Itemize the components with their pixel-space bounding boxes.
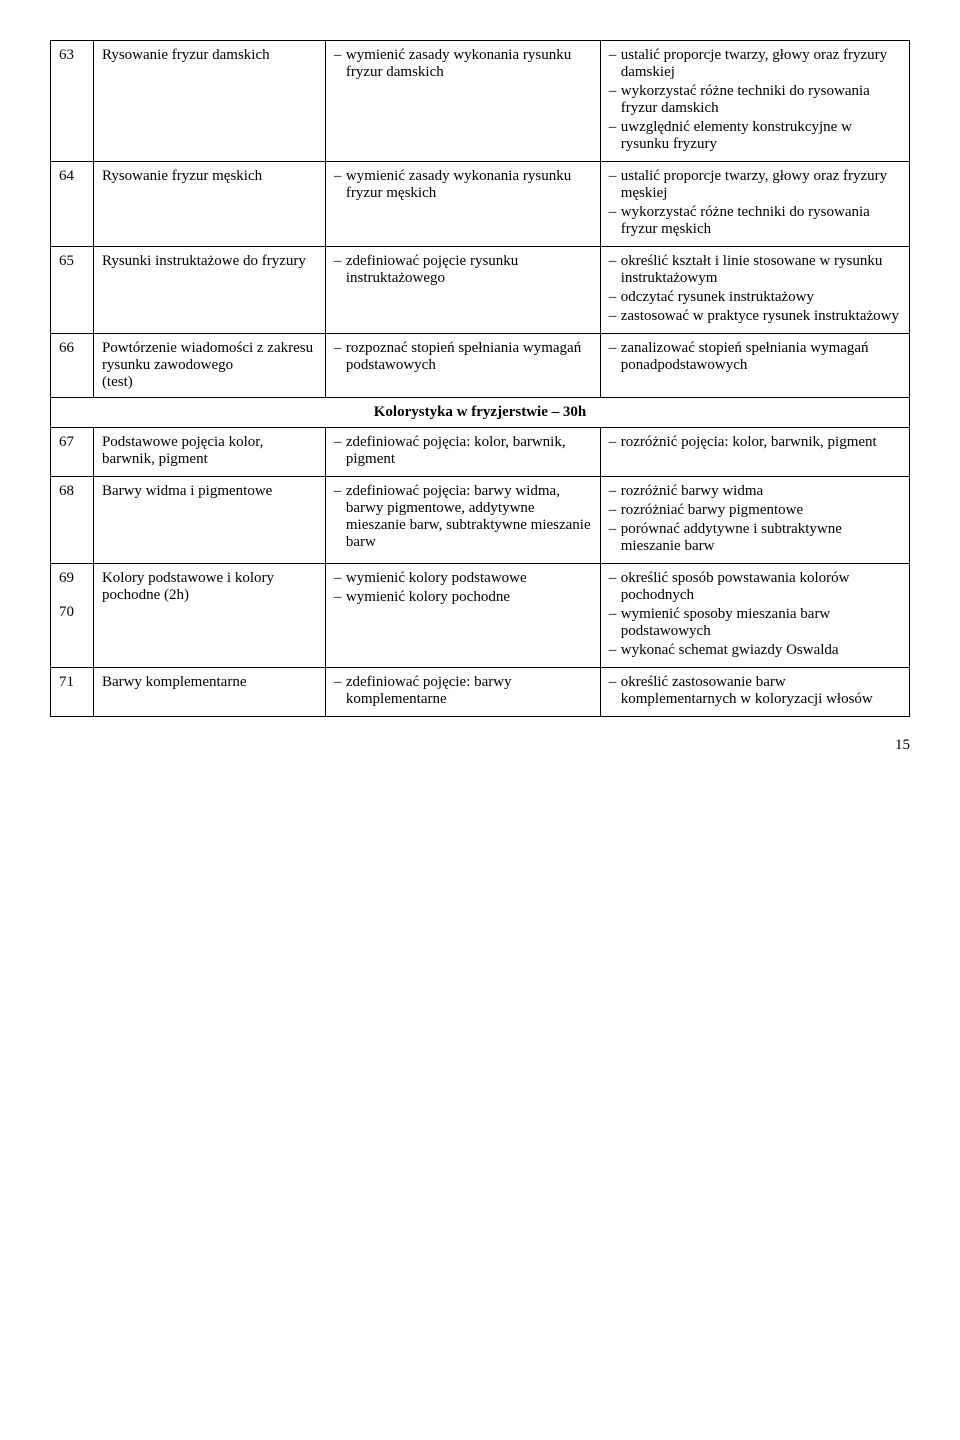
table-row: 66Powtórzenie wiadomości z zakresu rysun… [51, 334, 910, 398]
list-item: wymienić sposoby mieszania barw podstawo… [609, 606, 901, 640]
list-item: zdefiniować pojęcie rysunku instruktażow… [334, 253, 592, 287]
list-item: określić kształt i linie stosowane w rys… [609, 253, 901, 287]
list-item: rozróżniać barwy pigmentowe [609, 502, 901, 519]
row-col-extended: ustalić proporcje twarzy, głowy oraz fry… [600, 41, 909, 162]
row-col-basic: zdefiniować pojęcia: kolor, barwnik, pig… [325, 428, 600, 477]
page-number: 15 [50, 737, 910, 754]
row-col-extended: rozróżnić pojęcia: kolor, barwnik, pigme… [600, 428, 909, 477]
row-number: 71 [51, 668, 94, 717]
list-item: wykonać schemat gwiazdy Oswalda [609, 642, 901, 659]
table-row: 71Barwy komplementarne zdefiniować pojęci… [51, 668, 910, 717]
row-topic: Powtórzenie wiadomości z zakresu rysunku… [93, 334, 325, 398]
list-item: rozróżnić barwy widma [609, 483, 901, 500]
table-row: 64Rysowanie fryzur męskich wymienić zasad… [51, 162, 910, 247]
row-col-basic: wymienić kolory podstawowe wymienić kolor… [325, 564, 600, 668]
list-item: zanalizować stopień spełniania wymagań p… [609, 340, 901, 374]
list-item: wymienić kolory podstawowe [334, 570, 592, 587]
list-item: zdefiniować pojęcia: barwy widma, barwy … [334, 483, 592, 551]
list-item: uwzględnić elementy konstrukcyjne w rysu… [609, 119, 901, 153]
row-number: 65 [51, 247, 94, 334]
row-col-extended: określić zastosowanie barw komplementarn… [600, 668, 909, 717]
row-col-extended: zanalizować stopień spełniania wymagań p… [600, 334, 909, 398]
row-topic: Barwy komplementarne [93, 668, 325, 717]
list-item: porównać addytywne i subtraktywne miesza… [609, 521, 901, 555]
section-header: Kolorystyka w fryzjerstwie – 30h [51, 398, 910, 428]
list-item: ustalić proporcje twarzy, głowy oraz fry… [609, 47, 901, 81]
list-item: wymienić kolory pochodne [334, 589, 592, 606]
row-topic: Barwy widma i pigmentowe [93, 477, 325, 564]
list-item: określić sposób powstawania kolorów poch… [609, 570, 901, 604]
row-topic: Rysowanie fryzur damskich [93, 41, 325, 162]
row-number: 67 [51, 428, 94, 477]
table-row: 6970Kolory podstawowe i kolory pochodne … [51, 564, 910, 668]
list-item: określić zastosowanie barw komplementarn… [609, 674, 901, 708]
table-row: 68Barwy widma i pigmentowezdefiniować po… [51, 477, 910, 564]
row-col-extended: określić kształt i linie stosowane w rys… [600, 247, 909, 334]
list-item: zastosować w praktyce rysunek instruktaż… [609, 308, 901, 325]
row-number: 6970 [51, 564, 94, 668]
list-item: odczytać rysunek instruktażowy [609, 289, 901, 306]
list-item: wymienić zasady wykonania rysunku fryzur… [334, 168, 592, 202]
section-header-row: Kolorystyka w fryzjerstwie – 30h [51, 398, 910, 428]
row-col-basic: rozpoznać stopień spełniania wymagań pod… [325, 334, 600, 398]
list-item: wykorzystać różne techniki do rysowania … [609, 83, 901, 117]
list-item: rozpoznać stopień spełniania wymagań pod… [334, 340, 592, 374]
row-number: 63 [51, 41, 94, 162]
row-topic: Rysowanie fryzur męskich [93, 162, 325, 247]
row-col-basic: zdefiniować pojęcie rysunku instruktażow… [325, 247, 600, 334]
row-col-basic: zdefiniować pojęcia: barwy widma, barwy … [325, 477, 600, 564]
list-item: ustalić proporcje twarzy, głowy oraz fry… [609, 168, 901, 202]
row-number: 68 [51, 477, 94, 564]
list-item: zdefiniować pojęcia: kolor, barwnik, pig… [334, 434, 592, 468]
row-topic: Rysunki instruktażowe do fryzury [93, 247, 325, 334]
table-row: 67Podstawowe pojęcia kolor, barwnik, pig… [51, 428, 910, 477]
row-col-extended: określić sposób powstawania kolorów poch… [600, 564, 909, 668]
row-col-extended: rozróżnić barwy widma rozróżniać barwy pi… [600, 477, 909, 564]
list-item: zdefiniować pojęcie: barwy komplementarn… [334, 674, 592, 708]
list-item: wymienić zasady wykonania rysunku fryzur… [334, 47, 592, 81]
row-number: 66 [51, 334, 94, 398]
row-col-basic: zdefiniować pojęcie: barwy komplementarn… [325, 668, 600, 717]
row-number: 64 [51, 162, 94, 247]
curriculum-table: 63Rysowanie fryzur damskich wymienić zasa… [50, 40, 910, 717]
list-item: wykorzystać różne techniki do rysowania … [609, 204, 901, 238]
row-topic: Kolory podstawowe i kolory pochodne (2h) [93, 564, 325, 668]
row-col-basic: wymienić zasady wykonania rysunku fryzur… [325, 162, 600, 247]
row-topic: Podstawowe pojęcia kolor, barwnik, pigme… [93, 428, 325, 477]
row-col-basic: wymienić zasady wykonania rysunku fryzur… [325, 41, 600, 162]
list-item: rozróżnić pojęcia: kolor, barwnik, pigme… [609, 434, 901, 451]
table-row: 63Rysowanie fryzur damskich wymienić zasa… [51, 41, 910, 162]
row-col-extended: ustalić proporcje twarzy, głowy oraz fry… [600, 162, 909, 247]
table-row: 65Rysunki instruktażowe do fryzury zdefin… [51, 247, 910, 334]
